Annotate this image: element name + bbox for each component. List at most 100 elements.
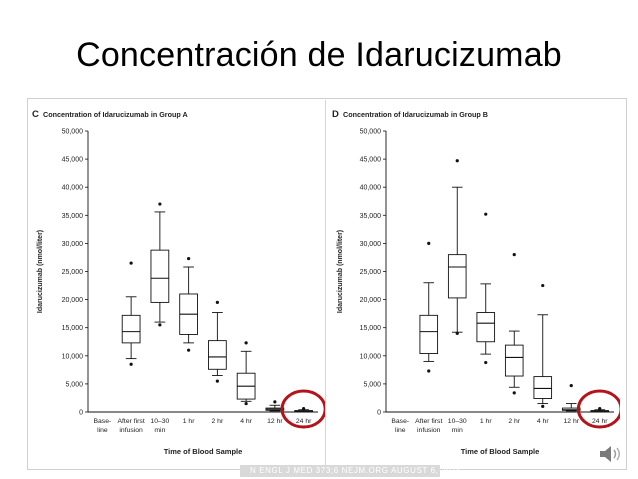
y-tick-label: 5,000 (65, 381, 83, 388)
y-tick-label: 35,000 (360, 213, 382, 220)
box-plot-group (208, 300, 227, 383)
y-tick-label: 15,000 (62, 325, 84, 332)
box-iqr (121, 314, 141, 344)
x-tick-label: 2 hr (508, 418, 520, 425)
x-tick-label: 12 hr (564, 418, 580, 425)
box-plot-group (179, 256, 198, 352)
box-plot-group (504, 253, 524, 395)
box-plot-group (419, 241, 439, 373)
outlier-point (273, 400, 277, 404)
outlier-point (187, 348, 191, 352)
footer-strip (240, 465, 440, 477)
outlier-point (569, 383, 573, 388)
outlier-point (598, 407, 602, 411)
box-iqr (476, 312, 496, 343)
box-plot-group (150, 202, 170, 327)
y-tick-label: 25,000 (360, 269, 382, 276)
y-tick-label: 30,000 (360, 241, 382, 248)
y-tick-label: 10,000 (62, 353, 84, 360)
figure-panel-frame (27, 98, 627, 470)
box-plot-group (590, 407, 610, 413)
x-tick-label: 4 hr (537, 418, 549, 425)
outlier-point (484, 360, 488, 365)
outlier-point (158, 202, 162, 206)
chart-panel-c: C Concentration of Idarucizumab in Group … (32, 109, 325, 456)
y-tick-label: 15,000 (360, 325, 382, 332)
panel-letter: D (332, 109, 339, 120)
outlier-point (129, 261, 133, 265)
x-tick-label: 12 hr (267, 418, 283, 425)
panel-letter: C (32, 109, 39, 120)
highlight-circle (576, 389, 620, 429)
chart-panel-d: D Concentration of Idarucizumab in Group … (332, 109, 620, 456)
y-tick-label: 45,000 (62, 157, 84, 164)
x-tick-label: Base- (391, 418, 409, 425)
y-tick-label: 40,000 (360, 185, 382, 192)
box-plot-group (447, 159, 467, 335)
outlier-point (541, 283, 545, 288)
x-tick-label: infusion (417, 427, 441, 434)
y-axis-label: Idarucizumab (nmol/liter) (337, 230, 344, 313)
y-tick-label: 30,000 (62, 241, 84, 248)
x-axis-label: Time of Blood Sample (164, 447, 243, 456)
y-tick-label: 0 (79, 410, 83, 417)
y-tick-label: 50,000 (360, 129, 382, 136)
x-tick-label: 24 hr (592, 418, 608, 425)
journal-footer: N ENGL J MED 373;6 NEJM.ORG AUGUST 6, 20… (250, 466, 462, 475)
panel-divider (325, 100, 326, 466)
outlier-point (215, 300, 219, 305)
y-tick-label: 0 (377, 410, 381, 417)
y-axis-label: Idarucizumab (nmol/liter) (37, 230, 44, 313)
highlight-circle (280, 389, 325, 429)
box-iqr (504, 344, 524, 377)
x-tick-label: 24 hr (296, 418, 312, 425)
box-plot-group (236, 341, 256, 406)
outlier-point (302, 407, 306, 411)
x-tick-label: 10–30 (150, 418, 169, 425)
outlier-point (158, 323, 162, 327)
x-tick-label: 2 hr (212, 418, 224, 425)
x-tick-label: line (395, 427, 406, 434)
x-tick-label: After first (415, 418, 442, 425)
box-plot-group (476, 212, 496, 365)
box-iqr (447, 254, 467, 299)
y-tick-label: 10,000 (360, 353, 382, 360)
box-plot-group (533, 283, 553, 408)
box-iqr (419, 314, 439, 355)
y-tick-label: 5,000 (363, 381, 381, 388)
outlier-point (427, 241, 431, 245)
box-iqr (561, 407, 581, 411)
outlier-point (244, 401, 248, 406)
outlier-point (187, 256, 191, 261)
x-tick-label: line (97, 427, 108, 434)
outlier-point (129, 362, 133, 366)
outlier-point (455, 331, 459, 335)
x-tick-label: After first (118, 418, 145, 425)
x-tick-label: Base- (93, 418, 111, 425)
x-tick-label: 1 hr (183, 418, 195, 425)
x-tick-label: 10–30 (448, 418, 467, 425)
x-tick-label: min (452, 427, 463, 434)
x-tick-label: infusion (119, 427, 143, 434)
outlier-point (512, 391, 516, 395)
y-tick-label: 25,000 (62, 269, 84, 276)
speaker-icon[interactable] (598, 443, 624, 465)
y-tick-label: 20,000 (62, 297, 84, 304)
box-plot-group (294, 407, 313, 413)
box-plot-group (121, 261, 141, 366)
panel-title: Concentration of Idarucizumab in Group B (343, 110, 488, 119)
outlier-point (427, 369, 431, 373)
x-axis-label: Time of Blood Sample (461, 447, 540, 456)
y-tick-label: 20,000 (360, 297, 382, 304)
y-tick-label: 35,000 (62, 213, 84, 220)
x-tick-label: 4 hr (240, 418, 252, 425)
slide-title: Concentración de Idarucizumab (76, 36, 562, 74)
y-tick-label: 50,000 (62, 129, 84, 136)
box-iqr (150, 249, 170, 303)
outlier-point (484, 212, 488, 216)
x-tick-label: 1 hr (480, 418, 492, 425)
outlier-point (215, 379, 219, 383)
box-iqr (533, 376, 553, 399)
outlier-point (244, 341, 248, 345)
outlier-point (541, 404, 545, 408)
